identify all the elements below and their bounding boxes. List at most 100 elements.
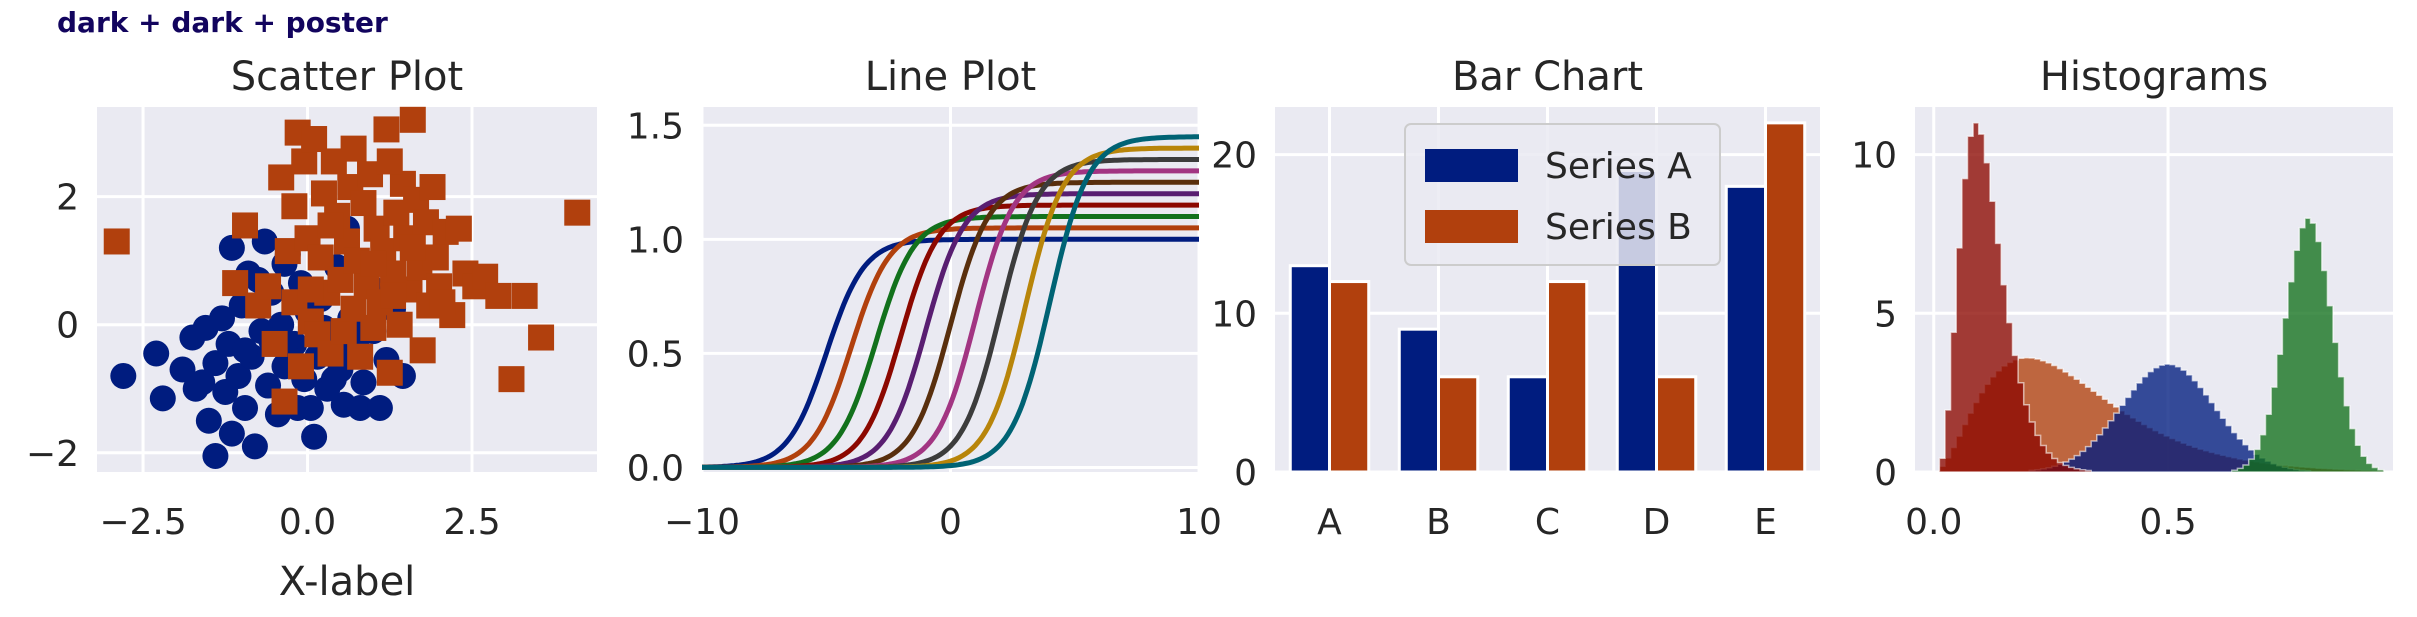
- scatter-point-square: [376, 359, 403, 386]
- scatter-point-circle: [251, 228, 278, 255]
- x-tick-label: −10: [664, 502, 740, 543]
- histogram-series: [1938, 122, 2385, 473]
- scatter-point-square: [261, 330, 288, 357]
- scatter-point-square: [317, 340, 344, 367]
- histogram-panel: 0 5 10 0.0 0.5 Histograms: [1851, 54, 2393, 543]
- scatter-point-square: [103, 228, 130, 255]
- scatter-point-square: [511, 282, 538, 309]
- line-panel: 0.0 0.5 1.0 1.5 −10 0 10 Line Plot: [627, 54, 1222, 543]
- y-tick-label: 10: [1211, 294, 1257, 335]
- y-tick-label: 0: [1234, 453, 1257, 494]
- scatter-xlabel: X-label: [279, 559, 416, 605]
- scatter-point-square: [281, 193, 308, 220]
- scatter-point-circle: [202, 442, 229, 469]
- x-tick-label: 2.5: [443, 502, 500, 543]
- y-tick-label: 1.5: [627, 106, 684, 147]
- histogram-series-2: [2231, 217, 2385, 473]
- scatter-point-square: [232, 212, 259, 239]
- line-series: [702, 134, 1199, 470]
- scatter-point-circle: [110, 362, 137, 389]
- scatter-title: Scatter Plot: [231, 54, 463, 100]
- bar-E-series-b: [1764, 121, 1807, 474]
- scatter-point-square: [564, 199, 591, 226]
- legend-swatch-series-a: [1425, 149, 1518, 182]
- scatter-point-square: [222, 270, 249, 297]
- bar-A-series-b: [1328, 280, 1371, 474]
- scatter-points: [103, 106, 591, 469]
- y-tick-label: 5: [1874, 294, 1897, 335]
- y-tick-label: 0: [56, 306, 79, 347]
- bar-D-series-b: [1655, 375, 1698, 474]
- scatter-point-circle: [209, 305, 235, 332]
- figure-suptitle: dark + dark + poster: [57, 6, 388, 39]
- scatter-point-square: [291, 148, 318, 175]
- y-tick-label: 20: [1211, 136, 1257, 177]
- x-tick-label: 0: [939, 502, 962, 543]
- scatter-point-circle: [232, 337, 259, 364]
- bar-B-series-a: [1397, 327, 1441, 474]
- x-tick-label: B: [1426, 502, 1451, 543]
- scatter-point-square: [287, 353, 314, 380]
- scatter-point-square: [340, 135, 367, 162]
- scatter-point-square: [498, 366, 525, 393]
- bar-title: Bar Chart: [1452, 54, 1643, 100]
- legend-swatch-series-b: [1425, 210, 1518, 243]
- scatter-point-circle: [195, 407, 222, 434]
- scatter-point-circle: [297, 394, 324, 421]
- scatter-point-square: [301, 126, 328, 153]
- scatter-point-square: [373, 116, 400, 143]
- scatter-point-square: [360, 250, 387, 277]
- x-tick-label: 0.0: [1905, 502, 1962, 543]
- scatter-point-square: [376, 148, 403, 175]
- line-tick-labels: 0.0 0.5 1.0 1.5 −10 0 10: [627, 106, 1222, 543]
- y-tick-label: 1.0: [627, 220, 684, 261]
- line-series-0: [702, 236, 1199, 470]
- scatter-point-square: [360, 314, 387, 341]
- histogram-series-3: [1938, 122, 2092, 473]
- scatter-point-square: [429, 289, 456, 316]
- x-tick-label: E: [1754, 502, 1777, 543]
- legend-label-series-a: Series A: [1545, 146, 1692, 187]
- scatter-point-circle: [232, 394, 259, 421]
- y-tick-label: 2: [56, 178, 79, 219]
- scatter-point-square: [330, 318, 357, 345]
- scatter-point-square: [409, 337, 436, 364]
- x-tick-label: 0.0: [279, 502, 336, 543]
- bar-panel: A B C D E 0 10 20 Bar Chart Series A Series B: [1211, 54, 1820, 543]
- bar-legend: Series A Series B: [1404, 123, 1721, 266]
- scatter-point-circle: [143, 340, 170, 367]
- scatter-panel: −2 0 2 −2.5 0.0 2.5 Scatter Plot X-label: [26, 54, 597, 605]
- scatter-point-square: [317, 212, 344, 239]
- scatter-point-square: [271, 388, 298, 415]
- scatter-point-circle: [350, 369, 377, 396]
- bar-A-series-a: [1288, 264, 1332, 474]
- scatter-point-circle: [225, 362, 252, 389]
- scatter-point-square: [307, 244, 334, 271]
- y-tick-label: 0.5: [627, 334, 684, 375]
- histogram-title: Histograms: [2040, 54, 2268, 100]
- y-tick-label: 0.0: [627, 448, 684, 489]
- scatter-point-square: [528, 324, 555, 351]
- scatter-point-square: [347, 343, 374, 370]
- scatter-point-circle: [366, 394, 393, 421]
- scatter-point-square: [268, 164, 295, 191]
- scatter-point-circle: [182, 375, 209, 402]
- scatter-point-circle: [347, 394, 374, 421]
- bar-tick-labels: A B C D E 0 10 20: [1211, 136, 1777, 543]
- scatter-point-circle: [149, 385, 176, 412]
- scatter-point-circle: [218, 234, 245, 261]
- x-tick-label: D: [1643, 502, 1671, 543]
- x-tick-label: −2.5: [99, 502, 186, 543]
- scatter-point-square: [297, 276, 324, 303]
- line-series-1: [702, 225, 1199, 470]
- scatter-point-circle: [202, 350, 229, 377]
- scatter-point-square: [380, 282, 407, 309]
- bar-C-series-b: [1546, 280, 1589, 474]
- scatter-point-square: [485, 282, 512, 309]
- bar-B-series-b: [1437, 375, 1480, 474]
- scatter-point-square: [422, 244, 449, 271]
- x-tick-label: C: [1535, 502, 1560, 543]
- bar-C-series-a: [1506, 375, 1550, 474]
- x-tick-label: 10: [1176, 502, 1222, 543]
